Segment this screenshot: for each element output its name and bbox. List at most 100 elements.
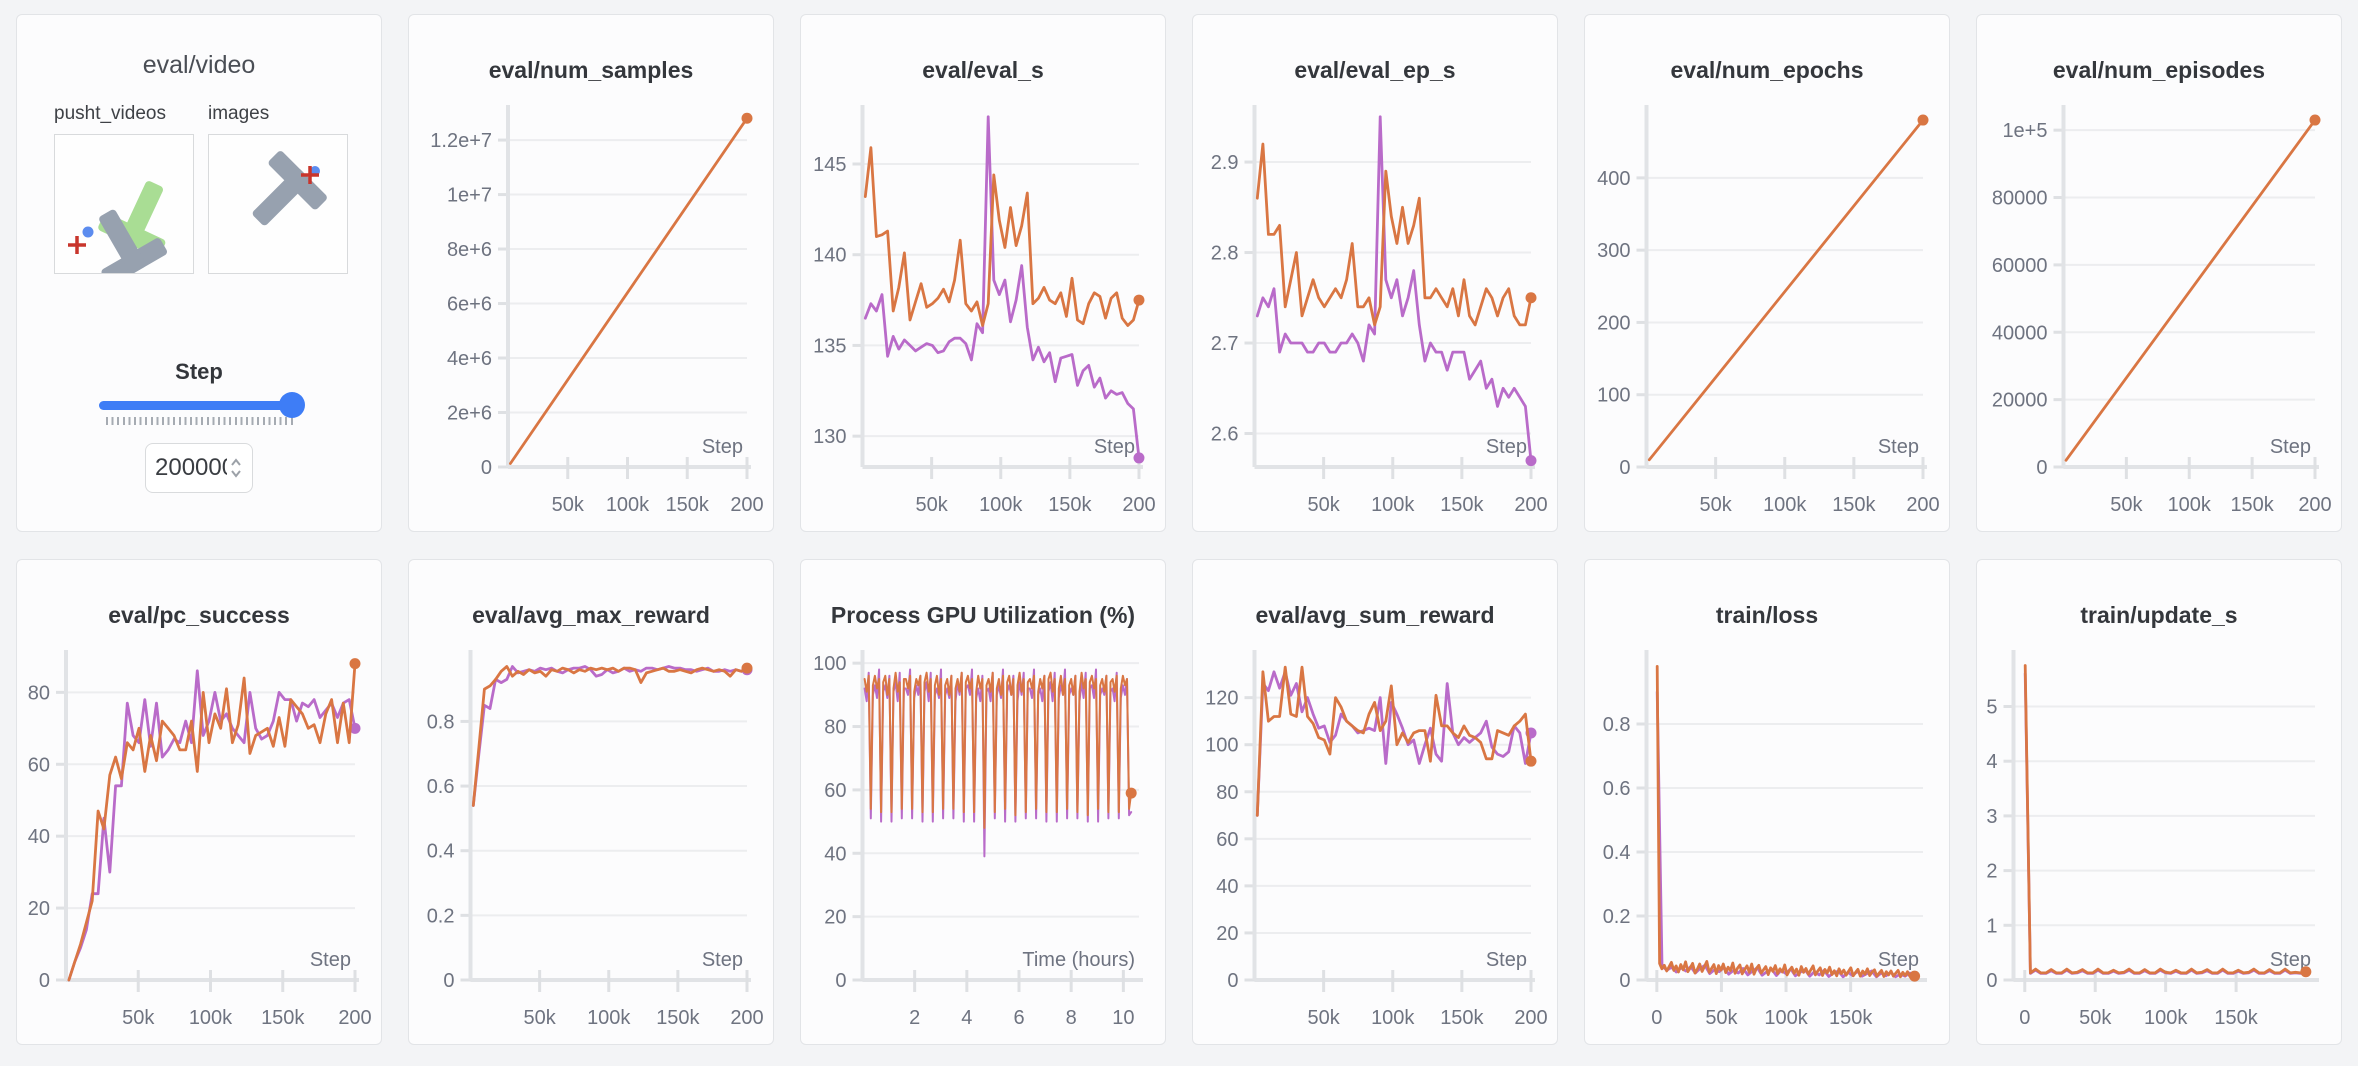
- svg-text:100k: 100k: [189, 1007, 233, 1029]
- chart-canvas[interactable]: 0 0.2 0.4 0.6 0.8 0 50k 100k 150k Step: [1585, 630, 1949, 1044]
- svg-text:0: 0: [1619, 970, 1630, 992]
- svg-text:6e+6: 6e+6: [447, 294, 492, 316]
- step-slider[interactable]: [99, 392, 305, 425]
- svg-text:0: 0: [1227, 970, 1238, 992]
- svg-text:100k: 100k: [2168, 494, 2212, 516]
- media-item-pusht-videos: pusht_videos: [54, 103, 194, 286]
- x-axis-label: Step: [1878, 949, 1919, 971]
- x-axis-label: Step: [2270, 436, 2311, 458]
- chart-eval-num-samples[interactable]: 0 2e+6 4e+6 6e+6 8e+6 1e+7 1.2e+7 50k 100k 150k 20…: [409, 85, 773, 531]
- chart-eval-avg-sum-reward[interactable]: 0 20 40 60 80 100 120 50k 100k 150k 200 Step: [1193, 630, 1557, 1044]
- panel-eval-pc-success: eval/pc_success 0 20 40 60 80 50k 100k 150k 200 S…: [16, 559, 382, 1045]
- svg-text:80: 80: [824, 717, 846, 739]
- svg-text:4: 4: [1986, 751, 1997, 773]
- panel-eval-num-samples: eval/num_samples 0 2e+6 4e+6 6e+6 8e+6 1e+7 1.…: [408, 14, 774, 532]
- panel-eval-eval-ep-s: eval/eval_ep_s 2.6 2.7 2.8 2.9 50k 100k 150k 20…: [1192, 14, 1558, 532]
- chart-title: eval/avg_max_reward: [472, 602, 710, 628]
- chart-canvas[interactable]: 0 20000 40000 60000 80000 1e+5 50k 100k 150k 200 S…: [1977, 85, 2341, 531]
- chart-title: eval/num_episodes: [2052, 57, 2266, 83]
- svg-text:3: 3: [1986, 806, 1997, 828]
- svg-text:0.8: 0.8: [1603, 714, 1631, 736]
- svg-text:2: 2: [909, 1007, 920, 1029]
- chart-canvas[interactable]: 0 20 40 60 80 100 2 4 6 8 10 Time (hours): [801, 630, 1165, 1044]
- chart-canvas[interactable]: 0 1 2 3 4 5 0 50k 100k 150k Step: [1977, 630, 2341, 1044]
- chart-eval-avg-max-reward[interactable]: 0 0.2 0.4 0.6 0.8 50k 100k 150k 200 Step: [409, 630, 773, 1044]
- svg-text:150k: 150k: [2214, 1007, 2258, 1029]
- panel-train-update-s: train/update_s 0 1 2 3 4 5 0 50k 100k 150k Step: [1976, 559, 2342, 1045]
- panel-gpu-utilization: Process GPU Utilization (%) 0 20 40 60 80 100…: [800, 559, 1166, 1045]
- chart-eval-num-episodes[interactable]: 0 20000 40000 60000 80000 1e+5 50k 100k 150k 200 S…: [1977, 85, 2341, 531]
- chart-canvas[interactable]: 0 20 40 60 80 100 120 50k 100k 150k 200 Step: [1193, 630, 1557, 1044]
- chart-eval-num-epochs[interactable]: 0 100 200 300 400 50k 100k 150k 200 Step: [1585, 85, 1949, 531]
- svg-text:2.9: 2.9: [1211, 152, 1239, 174]
- step-input[interactable]: [145, 443, 253, 493]
- panel-train-loss: train/loss 0 0.2 0.4 0.6 0.8 0 50k 100k 150k Step: [1584, 559, 1950, 1045]
- svg-text:100k: 100k: [587, 1007, 631, 1029]
- svg-text:5: 5: [1986, 696, 1997, 718]
- slider-track[interactable]: [99, 392, 305, 418]
- svg-text:150k: 150k: [1440, 1007, 1484, 1029]
- svg-text:150k: 150k: [1440, 494, 1484, 516]
- svg-text:100k: 100k: [606, 494, 650, 516]
- svg-text:0: 0: [443, 970, 454, 992]
- chart-canvas[interactable]: 0 0.2 0.4 0.6 0.8 50k 100k 150k 200 Step: [409, 630, 773, 1044]
- chart-canvas[interactable]: 2.6 2.7 2.8 2.9 50k 100k 150k 200 Step: [1193, 85, 1557, 531]
- svg-text:150k: 150k: [666, 494, 710, 516]
- chart-canvas[interactable]: 130 135 140 145 50k 100k 150k 200 Step: [801, 85, 1165, 531]
- stepper-arrows-icon[interactable]: [229, 455, 243, 481]
- svg-text:0: 0: [2036, 457, 2047, 479]
- svg-text:10: 10: [1112, 1007, 1134, 1029]
- chart-title: train/loss: [1715, 602, 1819, 628]
- svg-text:0: 0: [1619, 457, 1630, 479]
- chart-canvas[interactable]: 0 20 40 60 80 50k 100k 150k 200 Step: [17, 630, 381, 1044]
- svg-text:0: 0: [39, 970, 50, 992]
- svg-text:40: 40: [28, 826, 50, 848]
- x-axis-label: Step: [1878, 436, 1919, 458]
- svg-text:300: 300: [1597, 240, 1630, 262]
- step-value-input[interactable]: [155, 454, 227, 482]
- svg-text:0.6: 0.6: [1603, 778, 1631, 800]
- svg-text:0: 0: [2019, 1007, 2030, 1029]
- slider-thumb[interactable]: [279, 392, 305, 418]
- svg-text:6: 6: [1013, 1007, 1024, 1029]
- svg-text:150k: 150k: [2230, 494, 2274, 516]
- panel-eval-num-episodes: eval/num_episodes 0 20000 40000 60000 80000 1…: [1976, 14, 2342, 532]
- svg-text:100k: 100k: [1764, 1007, 1808, 1029]
- chart-eval-pc-success[interactable]: 0 20 40 60 80 50k 100k 150k 200 Step: [17, 630, 381, 1044]
- chart-canvas[interactable]: 0 100 200 300 400 50k 100k 150k 200 Step: [1585, 85, 1949, 531]
- svg-text:0.2: 0.2: [1603, 906, 1631, 928]
- svg-text:100: 100: [1205, 735, 1238, 757]
- chart-gpu-utilization[interactable]: 0 20 40 60 80 100 2 4 6 8 10 Time (hours): [801, 630, 1165, 1044]
- svg-text:145: 145: [813, 154, 846, 176]
- chart-title: train/update_s: [2080, 602, 2238, 628]
- svg-text:8: 8: [1066, 1007, 1077, 1029]
- chart-train-update-s[interactable]: 0 1 2 3 4 5 0 50k 100k 150k Step: [1977, 630, 2341, 1044]
- image-thumbnail[interactable]: [208, 134, 348, 274]
- chart-eval-eval-ep-s[interactable]: 2.6 2.7 2.8 2.9 50k 100k 150k 200 Step: [1193, 85, 1557, 531]
- x-axis-label: Step: [1094, 436, 1135, 458]
- svg-text:20: 20: [824, 907, 846, 929]
- slider-tick-ruler: [106, 417, 294, 425]
- svg-text:0.6: 0.6: [427, 776, 455, 798]
- svg-text:50k: 50k: [1700, 494, 1733, 516]
- svg-text:200: 200: [1514, 1007, 1547, 1029]
- svg-text:200: 200: [730, 1007, 763, 1029]
- svg-text:0.8: 0.8: [427, 711, 455, 733]
- chart-eval-eval-s[interactable]: 130 135 140 145 50k 100k 150k 200 Step: [801, 85, 1165, 531]
- svg-text:1e+5: 1e+5: [2002, 120, 2047, 142]
- svg-text:4e+6: 4e+6: [447, 348, 492, 370]
- panel-eval-avg-sum-reward: eval/avg_sum_reward 0 20 40 60 80 100 120 50k 10…: [1192, 559, 1558, 1045]
- svg-text:2.6: 2.6: [1211, 424, 1239, 446]
- svg-text:50k: 50k: [552, 494, 585, 516]
- svg-text:100k: 100k: [1371, 1007, 1415, 1029]
- svg-text:150k: 150k: [656, 1007, 700, 1029]
- video-thumbnail-pusht[interactable]: [54, 134, 194, 286]
- svg-text:4: 4: [961, 1007, 972, 1029]
- gray-t-shape: [252, 151, 327, 226]
- chart-train-loss[interactable]: 0 0.2 0.4 0.6 0.8 0 50k 100k 150k Step: [1585, 630, 1949, 1044]
- media-key-label: images: [208, 103, 270, 124]
- chart-canvas[interactable]: 0 2e+6 4e+6 6e+6 8e+6 1e+7 1.2e+7 50k 100k 150k 20…: [409, 85, 773, 531]
- chart-title: eval/num_epochs: [1670, 57, 1864, 83]
- svg-text:50k: 50k: [122, 1007, 155, 1029]
